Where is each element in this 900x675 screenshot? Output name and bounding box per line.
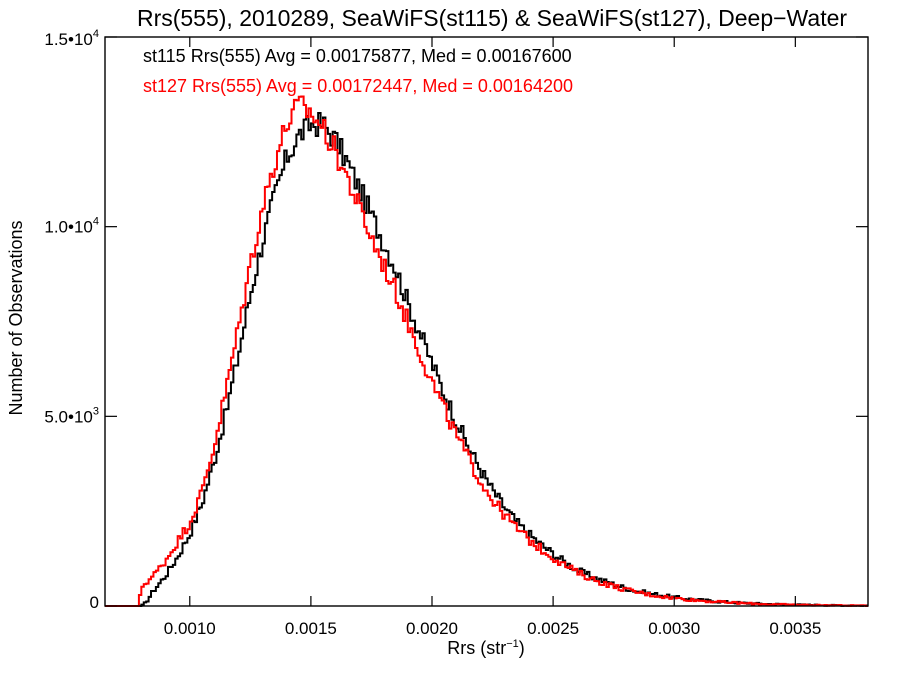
x-tick-label: 0.0020 — [406, 619, 458, 638]
annotation-group: st115 Rrs(555) Avg = 0.00175877, Med = 0… — [143, 46, 573, 96]
x-tick-label: 0.0030 — [648, 619, 700, 638]
y-tick-label-base: 0 — [90, 593, 99, 612]
x-tick-label: 0.0025 — [527, 619, 579, 638]
x-tick-label: 0.0035 — [769, 619, 821, 638]
y-tick-label: 0 — [90, 593, 99, 612]
annotation-st115: st115 Rrs(555) Avg = 0.00175877, Med = 0… — [143, 46, 572, 66]
y-tick-label-base: 1.0•10 — [44, 218, 93, 237]
y-tick-label-exponent: 4 — [93, 216, 99, 228]
y-axis-label: Number of Observations — [6, 220, 26, 415]
plot-frame — [104, 36, 869, 607]
series-line-0 — [105, 111, 868, 607]
series-line-1 — [105, 95, 868, 607]
y-tick-label-base: 1.5•10 — [44, 30, 93, 49]
chart-title: Rrs(555), 2010289, SeaWiFS(st115) & SeaW… — [137, 5, 847, 31]
y-tick-label: 1.0•104 — [44, 216, 99, 237]
y-tick-label-base: 5.0•10 — [44, 407, 93, 426]
x-tick-group: 0.0010 0.0015 0.0020 0.0025 0.0030 0.0035 — [164, 37, 821, 638]
series-group — [105, 95, 868, 607]
annotation-st127: st127 Rrs(555) Avg = 0.00172447, Med = 0… — [143, 76, 573, 96]
y-tick-label-exponent: 3 — [93, 405, 99, 417]
x-tick-label: 0.0010 — [164, 619, 216, 638]
y-tick-label: 1.5•104 — [44, 28, 99, 49]
y-tick-label: 5.0•103 — [44, 405, 99, 426]
x-axis-label: Rrs (str−1) — [447, 638, 525, 658]
x-tick-label: 0.0015 — [285, 619, 337, 638]
y-tick-label-exponent: 4 — [93, 28, 99, 40]
